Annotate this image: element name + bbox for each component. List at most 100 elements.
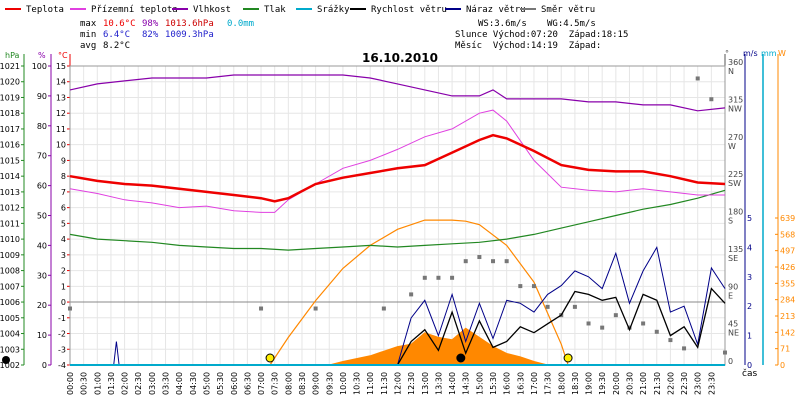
wind-direction-point bbox=[313, 306, 318, 311]
axis-tick-label-direction-compass: SW bbox=[728, 179, 741, 188]
axis-tick-label-humidity_pct: 100 bbox=[32, 62, 47, 71]
stats-max-hum: 98% bbox=[142, 19, 159, 29]
legend: Teplota Přízemní teplota Vlhkost Tlak Srážky… bbox=[5, 5, 595, 15]
x-tick-label: 19:30 bbox=[598, 372, 607, 395]
axis-tick-label-temperature_C: 2 bbox=[61, 267, 66, 276]
axis-tick-label-direction: 360 bbox=[728, 58, 743, 67]
axis-tick-label-wind: 3 bbox=[747, 273, 752, 282]
axis-tick-label-temperature_C: 6 bbox=[61, 204, 66, 213]
info-moon: Měsíc Východ:14:19 Západ: bbox=[455, 41, 601, 51]
x-tick-label: 11:30 bbox=[380, 372, 389, 395]
x-tick-label: 04:30 bbox=[189, 372, 198, 395]
wind-direction-point bbox=[613, 313, 618, 318]
axis-tick-label-temperature_C: 0 bbox=[61, 298, 66, 307]
wind-direction-point bbox=[586, 321, 591, 326]
axis-tick-label-pressure_hPa: 1019 bbox=[0, 93, 20, 102]
wind-direction-point bbox=[422, 275, 427, 280]
axis-tick-label-wind: 2 bbox=[747, 302, 752, 311]
axis-title-wm2: W bbox=[778, 49, 786, 58]
info-wg: WG:4.5m/s bbox=[547, 19, 596, 29]
chart-title-date: 16.10.2010 bbox=[362, 51, 438, 65]
axis-tick-label-direction: 180 bbox=[728, 208, 743, 217]
axis-tick-label-humidity_pct: 30 bbox=[37, 271, 47, 280]
legend-label-4: Srážky bbox=[317, 5, 350, 15]
axis-tick-label-pressure_hPa: 1015 bbox=[0, 156, 20, 165]
axis-tick-label-temperature_C: -4 bbox=[58, 361, 66, 370]
wind-direction-point bbox=[491, 259, 496, 264]
marker-moonrise bbox=[456, 353, 466, 363]
x-tick-label: 10:00 bbox=[339, 372, 348, 395]
series-wind-speed bbox=[70, 287, 726, 366]
axis-tick-label-temperature_C: 14 bbox=[56, 78, 66, 87]
axis-tick-label-radiation: 142 bbox=[780, 328, 795, 337]
legend-label-2: Vlhkost bbox=[193, 5, 231, 15]
wind-direction-point bbox=[259, 306, 264, 311]
x-tick-label: 05:00 bbox=[202, 372, 211, 395]
axis-tick-label-direction-compass: SE bbox=[728, 254, 738, 263]
axis-tick-label-temperature_C: 8 bbox=[61, 172, 66, 181]
axis-tick-label-humidity_pct: 50 bbox=[37, 212, 47, 221]
wind-direction-point bbox=[600, 325, 605, 330]
series-ground-temperature bbox=[69, 109, 725, 213]
axis-tick-label-pressure_hPa: 1020 bbox=[0, 78, 20, 87]
axis-tick-label-direction: 90 bbox=[728, 282, 738, 291]
axis-tick-label-temperature_C: 9 bbox=[61, 156, 66, 165]
axis-tick-label-pressure_hPa: 1014 bbox=[0, 172, 20, 181]
x-tick-label: 12:00 bbox=[394, 372, 403, 395]
stats-min-press: 1009.3hPa bbox=[165, 30, 214, 40]
axis-tick-label-pressure_hPa: 1011 bbox=[0, 219, 20, 228]
axis-tick-label-direction-compass: NW bbox=[728, 104, 742, 113]
x-tick-label: 17:30 bbox=[544, 372, 553, 395]
axis-tick-label-radiation: 284 bbox=[780, 296, 795, 305]
legend-label-3: Tlak bbox=[264, 5, 286, 15]
axis-tick-label-direction-compass: S bbox=[728, 217, 733, 226]
axis-tick-label-humidity_pct: 70 bbox=[37, 152, 47, 161]
radiation-theoretical-line bbox=[269, 219, 569, 366]
axis-tick-label-radiation: 71 bbox=[780, 345, 790, 354]
x-tick-label: 12:30 bbox=[407, 372, 416, 395]
wind-direction-point bbox=[572, 304, 577, 309]
axis-tick-label-temperature_C: 5 bbox=[61, 219, 66, 228]
x-tick-label: 00:30 bbox=[80, 372, 89, 395]
wind-direction-point bbox=[504, 259, 509, 264]
x-tick-label: 06:00 bbox=[230, 372, 239, 395]
x-tick-label: 09:30 bbox=[325, 372, 334, 395]
axis-tick-label-pressure_hPa: 1006 bbox=[0, 298, 20, 307]
x-tick-label: 22:00 bbox=[666, 372, 675, 395]
series-wind-gust bbox=[70, 246, 726, 366]
axis-tick-label-temperature_C: -1 bbox=[58, 314, 66, 323]
wind-direction-point bbox=[709, 97, 714, 102]
info-ws: WS:3.6m/s bbox=[478, 19, 527, 29]
stats-max-label: max bbox=[80, 19, 97, 29]
axis-tick-label-humidity_pct: 0 bbox=[42, 361, 47, 370]
wind-direction-point bbox=[463, 259, 468, 264]
axis-tick-label-temperature_C: 15 bbox=[56, 62, 66, 71]
wind-direction-point bbox=[641, 321, 646, 326]
stats-max-rain: 0.0mm bbox=[227, 19, 254, 29]
legend-label-6: Náraz větru bbox=[466, 5, 526, 15]
axis-tick-label-pressure_hPa: 1003 bbox=[0, 345, 20, 354]
axis-title-degc: °C bbox=[58, 51, 68, 60]
legend-label-5: Rychlost větru bbox=[371, 5, 447, 15]
wind-direction-point bbox=[477, 255, 482, 260]
axis-tick-label-temperature_C: -2 bbox=[58, 330, 66, 339]
x-tick-label: 03:30 bbox=[162, 372, 171, 395]
axis-tick-label-humidity_pct: 10 bbox=[37, 331, 47, 340]
axis-tick-label-pressure_hPa: 1013 bbox=[0, 188, 20, 197]
axis-tick-label-radiation: 568 bbox=[780, 230, 795, 239]
axis-tick-label-pressure_hPa: 1012 bbox=[0, 204, 20, 213]
x-tick-label: 07:30 bbox=[271, 372, 280, 395]
stats-min-temp: 6.4°C bbox=[103, 30, 130, 40]
axis-title-deg: ° bbox=[725, 49, 729, 58]
wind-direction-point bbox=[409, 292, 414, 297]
marker-sunset bbox=[563, 353, 573, 363]
axis-tick-label-humidity_pct: 90 bbox=[37, 92, 47, 101]
x-tick-label: 16:00 bbox=[503, 372, 512, 395]
series-temperature bbox=[69, 133, 726, 203]
x-tick-label: 07:00 bbox=[257, 372, 266, 395]
axis-tick-label-pressure_hPa: 1004 bbox=[0, 330, 20, 339]
axis-tick-label-temperature_C: 13 bbox=[56, 93, 66, 102]
axis-tick-label-temperature_C: 4 bbox=[61, 235, 66, 244]
x-tick-label: 18:30 bbox=[571, 372, 580, 395]
